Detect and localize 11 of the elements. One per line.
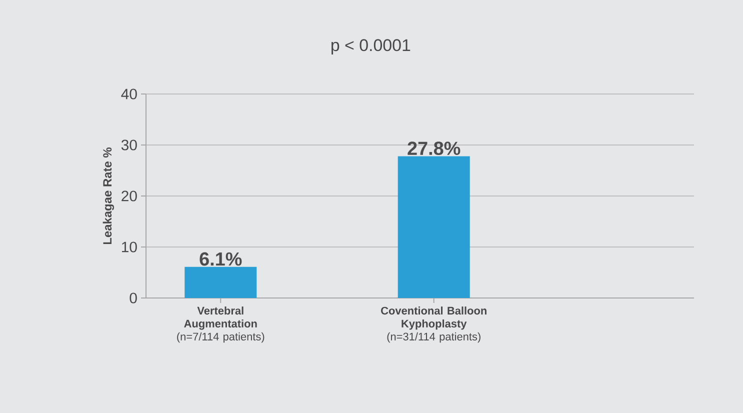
y-tick-label: 0	[130, 292, 137, 304]
y-axis-title: Leakagae Rate %	[102, 147, 114, 244]
y-tick-label: 10	[122, 242, 137, 252]
x-tick-label: Vertebral Augmentation (n=7/114 patients)	[177, 306, 264, 343]
chart-title: p < 0.0001	[332, 39, 410, 55]
y-tick-label: 30	[121, 140, 137, 150]
y-tick-label: 20	[122, 190, 137, 202]
data-label: 6.1%	[200, 252, 242, 266]
y-tick-label: 40	[121, 88, 137, 100]
data-label: 27.8%	[408, 142, 460, 156]
x-tick-label: Coventional Balloon Kyphoplasty (n=31/114 patients)	[381, 306, 486, 343]
